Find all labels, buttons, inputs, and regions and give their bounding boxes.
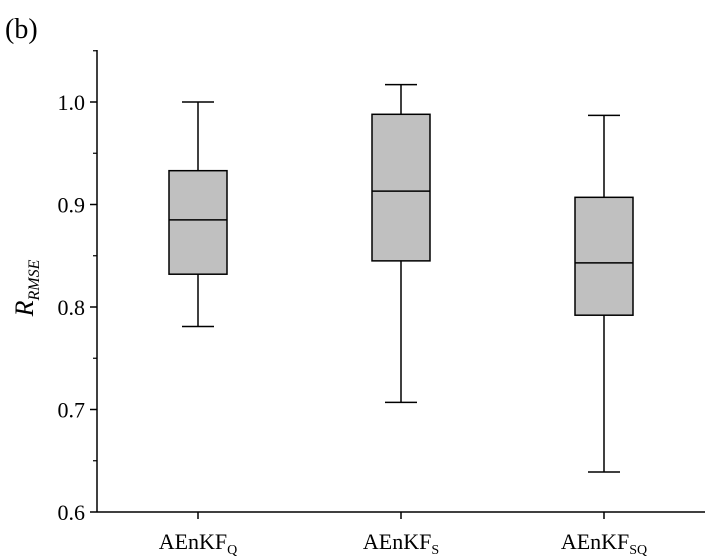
y-tick-label: 0.6 [58, 500, 86, 525]
y-tick-label: 0.9 [58, 193, 86, 218]
y-tick-label: 0.8 [58, 295, 86, 320]
iqr-box [574, 196, 634, 316]
x-category-base: AEnKF [561, 529, 629, 554]
box-group [574, 114, 634, 473]
iqr-box [168, 169, 228, 275]
x-category-label: AEnKFSQ [561, 529, 647, 558]
boxes [168, 83, 634, 473]
x-category-labels: AEnKFQ AEnKFS AEnKFSQ [159, 512, 647, 558]
y-tick-label: 1.0 [58, 90, 86, 115]
y-axis-label: RRMSE [10, 259, 43, 317]
y-axis-label-subscript: RMSE [26, 259, 43, 301]
box-group [168, 101, 228, 328]
iqr-box [371, 113, 431, 262]
x-category-subscript: SQ [629, 543, 647, 558]
x-category-base: AEnKF [159, 529, 227, 554]
x-category-base: AEnKF [363, 529, 431, 554]
x-category-subscript: Q [227, 543, 237, 558]
y-axis-label-main: R [10, 300, 39, 317]
y-ticks: 0.6 0.7 0.8 0.9 1.0 [58, 50, 97, 525]
y-tick-label: 0.7 [58, 398, 86, 423]
box-group [371, 83, 431, 404]
panel-label: (b) [5, 14, 38, 45]
x-category-label: AEnKFQ [159, 529, 238, 558]
x-category-subscript: S [431, 543, 439, 558]
x-category-label: AEnKFS [363, 529, 439, 558]
